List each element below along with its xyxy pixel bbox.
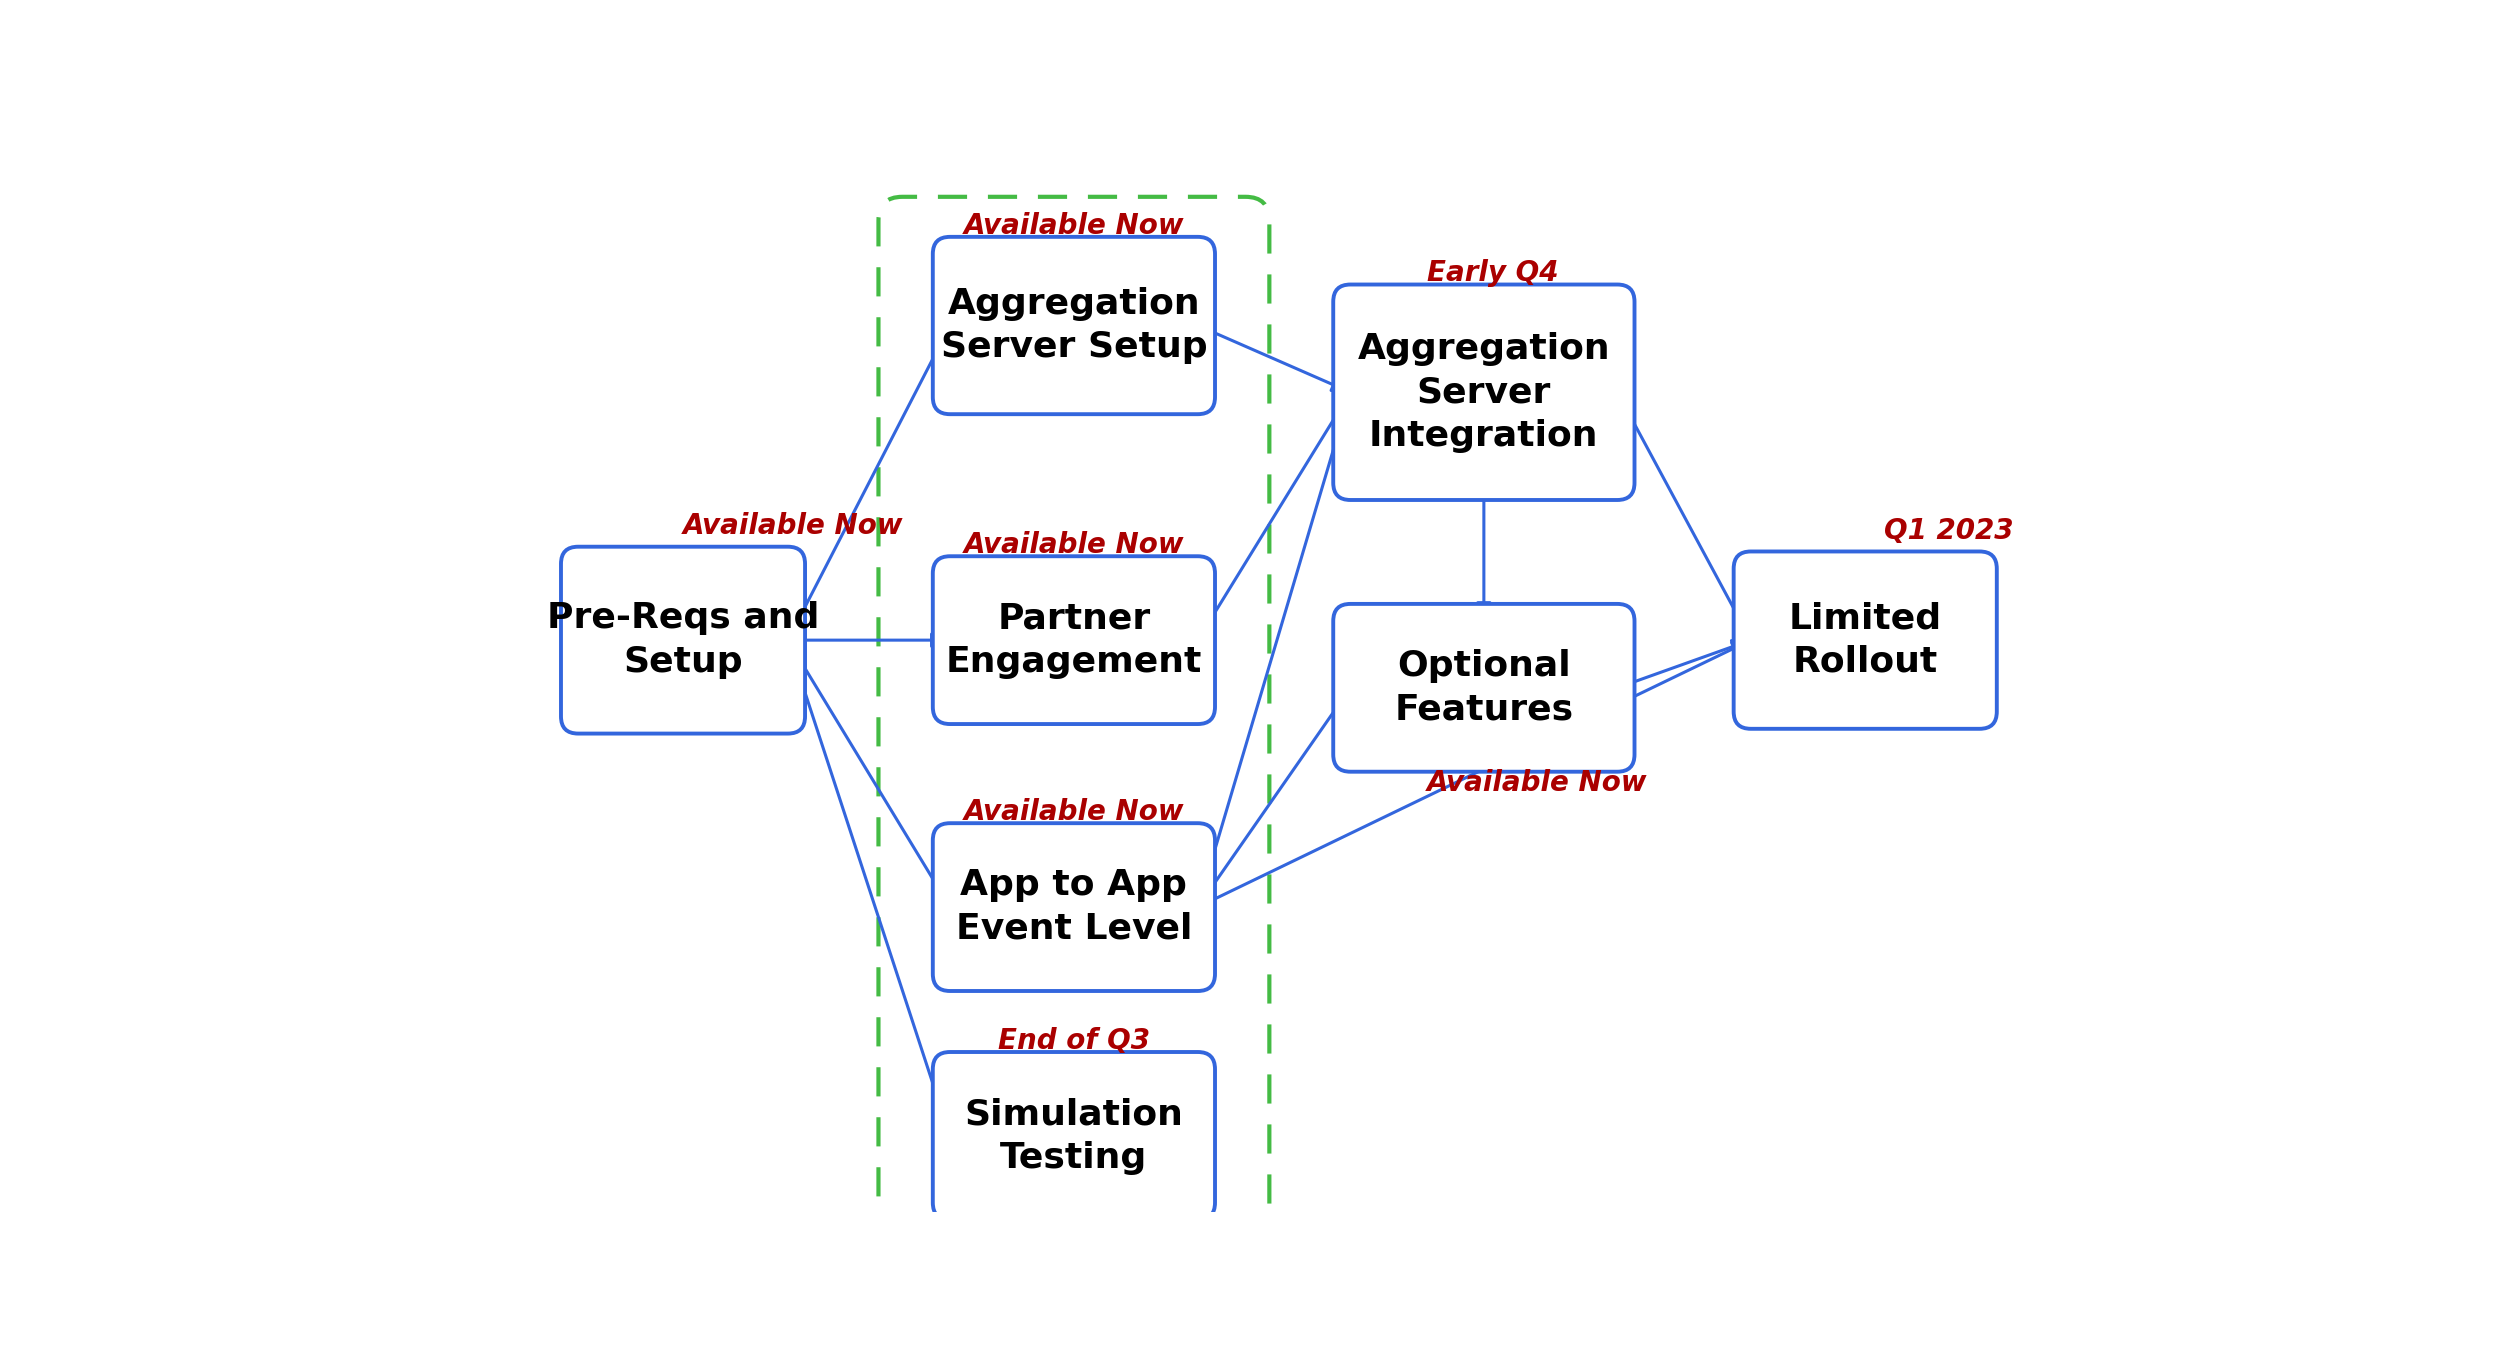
Text: Optional
Features: Optional Features <box>1395 650 1574 726</box>
Text: Early Q4: Early Q4 <box>1425 259 1559 287</box>
Text: Aggregation
Server
Integration: Aggregation Server Integration <box>1358 332 1609 452</box>
Text: Available Now: Available Now <box>684 512 903 541</box>
Text: Available Now: Available Now <box>963 211 1184 240</box>
Text: App to App
Event Level: App to App Event Level <box>955 869 1192 945</box>
Text: Q1 2023: Q1 2023 <box>1886 516 2014 545</box>
Text: Partner
Engagement: Partner Engagement <box>945 602 1202 678</box>
Text: Limited
Rollout: Limited Rollout <box>1787 602 1941 678</box>
Text: Simulation
Testing: Simulation Testing <box>965 1098 1184 1174</box>
Text: Available Now: Available Now <box>963 798 1184 825</box>
FancyBboxPatch shape <box>933 823 1214 992</box>
Text: Aggregation
Server Setup: Aggregation Server Setup <box>940 287 1207 364</box>
FancyBboxPatch shape <box>561 546 804 734</box>
Text: End of Q3: End of Q3 <box>998 1027 1149 1054</box>
FancyBboxPatch shape <box>1735 552 1996 729</box>
Text: Pre-Reqs and
Setup: Pre-Reqs and Setup <box>548 602 820 678</box>
FancyBboxPatch shape <box>933 237 1214 414</box>
Text: Available Now: Available Now <box>963 531 1184 560</box>
FancyBboxPatch shape <box>1332 285 1634 500</box>
FancyBboxPatch shape <box>1332 603 1634 772</box>
FancyBboxPatch shape <box>933 1051 1214 1220</box>
FancyBboxPatch shape <box>933 556 1214 725</box>
Text: Available Now: Available Now <box>1425 768 1647 797</box>
